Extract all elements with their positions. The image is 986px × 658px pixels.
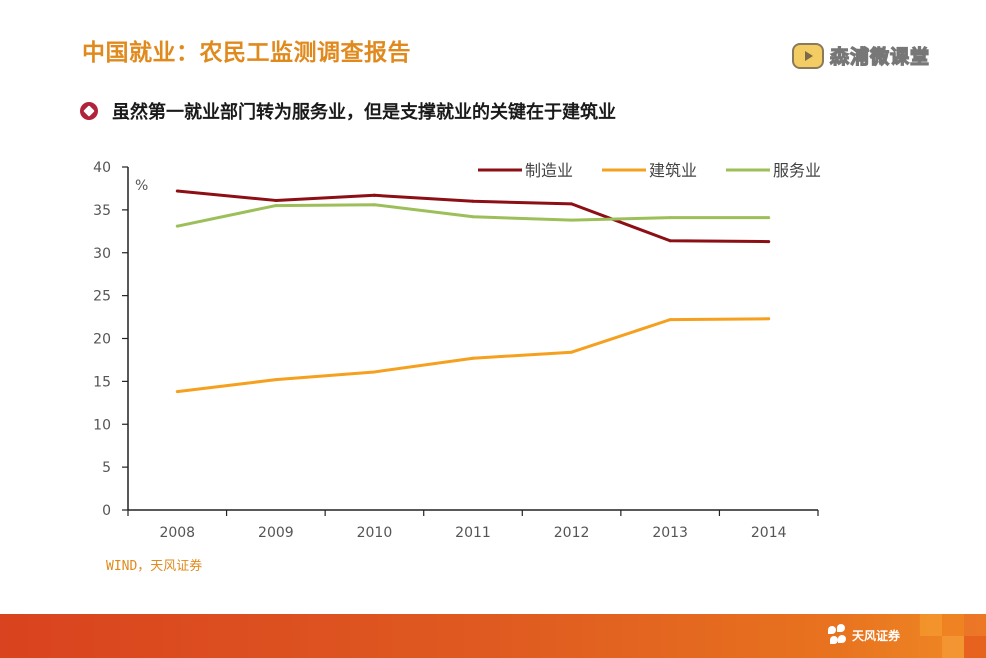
y-tick-label: 5 <box>102 460 111 476</box>
data-point <box>274 198 278 202</box>
line-chart: 0 5 10 15 20 25 30 35 40 2008 2009 2010 2011 2012 201… <box>93 160 821 541</box>
x-tick-label: 2014 <box>751 525 787 541</box>
footer-bar: 天风证券 <box>0 614 986 658</box>
x-axis: 2008 2009 2010 2011 2012 2013 2014 <box>127 509 819 541</box>
data-point <box>175 224 179 228</box>
x-tick-label: 2013 <box>652 525 688 541</box>
x-tick-label: 2011 <box>455 525 491 541</box>
y-tick-label: 35 <box>93 203 111 219</box>
data-point <box>372 193 376 197</box>
series-line-1 <box>177 317 769 394</box>
y-tick-label: 25 <box>93 289 111 305</box>
data-point <box>767 317 771 321</box>
data-point <box>668 239 672 243</box>
y-tick-label: 15 <box>93 374 111 390</box>
data-point <box>570 350 574 354</box>
play-badge-icon <box>792 42 824 69</box>
y-tick-label: 40 <box>93 160 111 176</box>
series-lines <box>175 189 771 394</box>
page-title: 中国就业：农民工监测调查报告 <box>82 39 411 66</box>
data-point <box>767 240 771 244</box>
data-point <box>175 390 179 394</box>
data-point <box>372 370 376 374</box>
data-point <box>668 318 672 322</box>
data-point <box>372 203 376 207</box>
subtitle: 虽然第一就业部门转为服务业，但是支撑就业的关键在于建筑业 <box>80 98 616 124</box>
data-point <box>274 204 278 208</box>
legend: 制造业 建筑业 服务业 <box>478 161 821 180</box>
y-tick-label: 30 <box>93 246 111 262</box>
data-point <box>471 215 475 219</box>
source-note: WIND，天风证券 <box>106 559 203 574</box>
diamond-bullet-icon <box>80 102 98 120</box>
data-point <box>471 356 475 360</box>
flower-logo-icon <box>828 624 846 646</box>
brand-text: 森浦微课堂 <box>829 45 931 68</box>
y-axis: 0 5 10 15 20 25 30 35 40 <box>93 160 129 519</box>
x-tick-label: 2009 <box>258 525 294 541</box>
footer-logo: 天风证券 <box>828 624 900 646</box>
subtitle-text: 虽然第一就业部门转为服务业，但是支撑就业的关键在于建筑业 <box>112 102 616 123</box>
brand-logo: 森浦微课堂 <box>792 42 930 69</box>
legend-label: 制造业 <box>525 161 573 180</box>
data-point <box>175 189 179 193</box>
y-tick-label: 0 <box>102 503 111 519</box>
x-tick-label: 2012 <box>554 525 590 541</box>
data-point <box>274 378 278 382</box>
y-axis-label: % <box>135 178 148 194</box>
legend-label: 建筑业 <box>649 161 697 180</box>
legend-label: 服务业 <box>773 161 821 180</box>
data-point <box>570 202 574 206</box>
x-tick-label: 2010 <box>357 525 393 541</box>
data-point <box>570 218 574 222</box>
x-tick-label: 2008 <box>159 525 195 541</box>
y-tick-label: 10 <box>93 417 111 433</box>
data-point <box>668 216 672 220</box>
footer-logo-text: 天风证券 <box>852 628 901 643</box>
y-tick-label: 20 <box>93 332 111 348</box>
data-point <box>471 199 475 203</box>
data-point <box>767 216 771 220</box>
